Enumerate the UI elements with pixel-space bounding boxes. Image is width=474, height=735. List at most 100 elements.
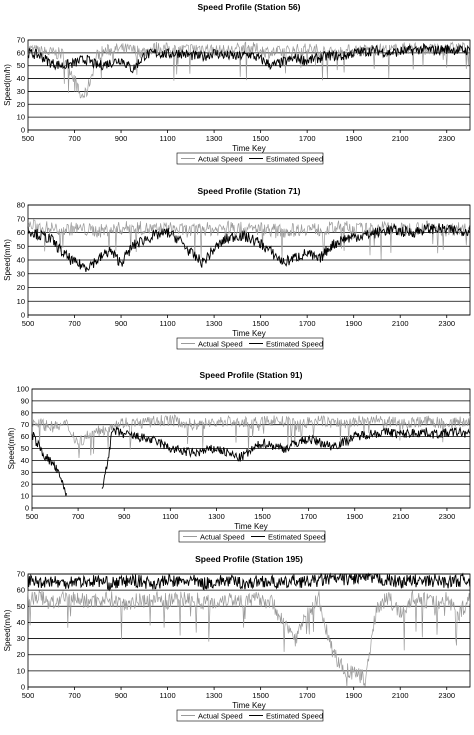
chart-panel-4: Speed Profile (Station 195) 0 10 20 30 40 50 60… <box>3 554 471 722</box>
series-line-actual-speed <box>27 589 471 688</box>
y-tick-label: 70 <box>17 36 25 45</box>
x-tick-label: 500 <box>22 319 35 328</box>
x-tick-label: 1500 <box>254 512 271 521</box>
y-tick-label: 50 <box>17 602 25 611</box>
series-line-actual-speed <box>27 219 471 260</box>
x-tick-label: 1300 <box>206 134 223 143</box>
chart-panel-3: Speed Profile (Station 91) 0 10 20 30 40 50 60 7… <box>7 370 471 543</box>
x-tick-label: 700 <box>68 691 81 700</box>
y-tick-label: 20 <box>21 480 29 489</box>
y-axis-label: Speed(m/h) <box>3 239 12 281</box>
x-tick-label: 2300 <box>439 512 456 521</box>
y-tick-label: 80 <box>21 408 29 417</box>
x-tick-label: 500 <box>22 134 35 143</box>
x-tick-label: 1500 <box>252 319 269 328</box>
y-tick-label: 30 <box>17 87 25 96</box>
x-tick-label: 700 <box>68 319 81 328</box>
y-tick-label: 40 <box>17 256 25 265</box>
y-tick-label: 70 <box>17 214 25 223</box>
x-tick-label: 900 <box>118 512 131 521</box>
y-axis-label: Speed(m/h) <box>3 64 12 106</box>
x-tick-label: 1100 <box>162 512 178 521</box>
x-tick-label: 1300 <box>208 512 225 521</box>
y-tick-label: 60 <box>17 586 25 595</box>
chart-panel-2: Speed Profile (Station 71) 0 10 20 30 40 50 60 7… <box>3 186 471 350</box>
y-tick-label: 30 <box>17 634 25 643</box>
y-tick-label: 20 <box>17 100 25 109</box>
y-tick-label: 40 <box>17 74 25 83</box>
y-tick-label: 50 <box>21 444 29 453</box>
y-tick-label: 60 <box>17 228 25 237</box>
plot-area <box>27 39 471 131</box>
y-tick-label: 10 <box>17 297 25 306</box>
x-tick-label: 1700 <box>299 319 316 328</box>
x-axis-label: Time Key <box>232 329 266 338</box>
x-tick-label: 1900 <box>345 691 362 700</box>
y-tick-label: 0 <box>21 683 25 692</box>
chart-title: Speed Profile (Station 195) <box>195 554 303 564</box>
y-tick-label: 10 <box>21 492 29 501</box>
x-tick-label: 1100 <box>160 691 176 700</box>
chart-title: Speed Profile (Station 91) <box>200 370 303 380</box>
y-tick-label: 90 <box>21 396 29 405</box>
plot-area <box>31 388 471 509</box>
x-tick-label: 2300 <box>438 319 455 328</box>
plot-area <box>27 204 471 316</box>
x-tick-label: 2100 <box>392 319 409 328</box>
x-tick-label: 1900 <box>346 512 363 521</box>
x-tick-label: 1700 <box>299 691 316 700</box>
x-tick-label: 900 <box>115 319 128 328</box>
x-tick-label: 2100 <box>392 134 409 143</box>
y-tick-label: 30 <box>17 269 25 278</box>
legend-label-actual: Actual Speed <box>198 340 243 349</box>
x-tick-label: 2100 <box>392 512 409 521</box>
series-line-estimated-speed <box>31 425 471 497</box>
y-tick-label: 40 <box>21 456 29 465</box>
x-tick-label: 500 <box>26 512 39 521</box>
y-axis-label: Speed(m/h) <box>7 427 16 469</box>
x-tick-label: 1900 <box>345 134 362 143</box>
y-tick-label: 40 <box>17 618 25 627</box>
x-tick-label: 500 <box>22 691 35 700</box>
legend-label-actual: Actual Speed <box>200 533 245 542</box>
legend-label-estimated: Estimated Speed <box>266 155 323 164</box>
legend-label-actual: Actual Speed <box>198 155 243 164</box>
x-tick-label: 1100 <box>160 134 176 143</box>
y-tick-label: 100 <box>16 385 29 394</box>
x-tick-label: 2300 <box>438 691 455 700</box>
x-tick-label: 1300 <box>206 691 223 700</box>
x-tick-label: 900 <box>115 691 128 700</box>
y-tick-label: 50 <box>17 61 25 70</box>
y-tick-label: 10 <box>17 666 25 675</box>
x-axis-label: Time Key <box>234 522 268 531</box>
chart-panel-1: Speed Profile (Station 56) 0 10 20 30 40 50 60 7… <box>3 2 471 165</box>
x-tick-label: 1900 <box>345 319 362 328</box>
legend-label-estimated: Estimated Speed <box>268 533 325 542</box>
series-line-actual-speed <box>27 41 470 99</box>
series-line-actual-speed <box>31 414 471 459</box>
x-tick-label: 1700 <box>300 512 317 521</box>
series-line-estimated-speed <box>27 222 471 272</box>
chart-title: Speed Profile (Station 56) <box>198 2 301 12</box>
chart-title: Speed Profile (Station 71) <box>198 186 301 196</box>
x-tick-label: 1100 <box>160 319 176 328</box>
y-tick-label: 60 <box>21 432 29 441</box>
x-tick-label: 1500 <box>252 134 269 143</box>
y-tick-label: 0 <box>21 311 25 320</box>
x-tick-label: 2300 <box>438 134 455 143</box>
x-axis-label: Time Key <box>232 701 266 710</box>
x-tick-label: 1300 <box>206 319 223 328</box>
x-tick-label: 2100 <box>392 691 409 700</box>
y-tick-label: 70 <box>17 570 25 579</box>
y-tick-label: 0 <box>25 504 29 513</box>
legend-label-estimated: Estimated Speed <box>266 712 323 721</box>
series-line-estimated-speed <box>27 42 471 74</box>
series-line-estimated-speed <box>27 572 471 592</box>
legend-label-actual: Actual Speed <box>198 712 243 721</box>
y-tick-label: 60 <box>17 48 25 57</box>
y-tick-label: 50 <box>17 242 25 251</box>
y-tick-label: 70 <box>21 420 29 429</box>
x-tick-label: 1500 <box>252 691 269 700</box>
x-axis-label: Time Key <box>232 144 266 153</box>
